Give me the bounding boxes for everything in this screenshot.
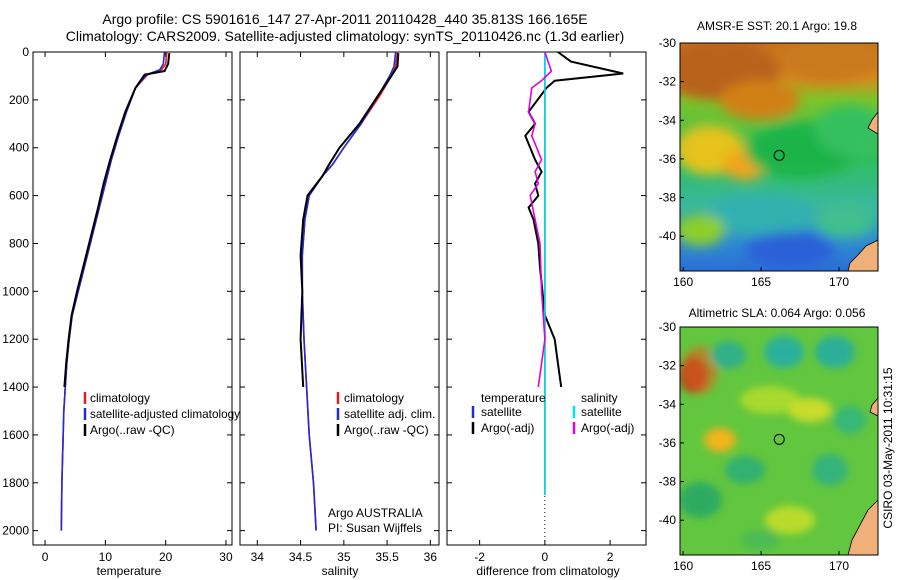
map-y-tick-label: -32 (659, 359, 677, 373)
series-line-satellite-adj-clim (301, 51, 397, 531)
map-x-tick-label: 165 (751, 275, 771, 289)
series-line-salinity-argo-adj (527, 51, 553, 388)
difference-panel: -2 0 2 difference from climatology tempera… (446, 51, 647, 578)
salinity-panel: 34 34.5 35 35.5 36 salinity climatology sate… (239, 51, 440, 578)
x-tick-label: 20 (159, 550, 173, 564)
temperature-lines (60, 51, 171, 531)
salinity-y-ticks (240, 51, 439, 532)
x-tick-label: 0 (42, 550, 49, 564)
y-tick-label: 200 (9, 93, 29, 107)
sla-map-frame (679, 326, 879, 556)
map-y-tick-label: -34 (659, 397, 677, 411)
legend-label-argo: Argo(..raw -QC) (344, 423, 429, 437)
y-tick-label: 800 (9, 236, 29, 250)
salinity-axes-frame (239, 51, 440, 546)
y-tick-label: 400 (9, 141, 29, 155)
legend-label-satellite-adjusted: satellite-adjusted climatology (90, 407, 240, 421)
series-line-argo-raw-qc (299, 53, 400, 388)
temperature-x-ticks: 0 10 20 30 (42, 52, 233, 564)
sst-map-image (680, 43, 878, 271)
salinity-legend: climatology satellite adj. clim. Argo(..… (336, 391, 435, 437)
map-x-tick-label: 160 (673, 559, 693, 573)
y-tick-label: 1800 (2, 476, 29, 490)
difference-lines (524, 51, 624, 495)
temperature-y-ticks: 0 200 400 600 800 1000 1200 1400 1600 1800 2000 (2, 45, 232, 538)
series-line-temperature-argo-adj (524, 51, 624, 388)
series-line-climatology (301, 51, 399, 531)
sla-map-ticks: 160 165 170 -30 -32 -34 -36 -38 -40 (659, 320, 850, 573)
y-tick-label: 0 (22, 45, 29, 59)
map-x-tick-label: 170 (829, 559, 849, 573)
salinity-lines (299, 51, 400, 531)
y-tick-label: 1200 (2, 332, 29, 346)
map-y-tick-label: -30 (659, 36, 677, 50)
map-y-tick-label: -40 (659, 229, 677, 243)
x-tick-label: 10 (99, 550, 113, 564)
map-x-tick-label: 160 (673, 275, 693, 289)
temperature-axes-frame (32, 51, 233, 546)
difference-axes-frame (446, 51, 647, 546)
series-line-argo-raw-qc (63, 53, 171, 388)
difference-xlabel: difference from climatology (476, 564, 619, 578)
legend-label-argo: Argo(..raw -QC) (90, 423, 175, 437)
legend-label-temp-satellite: satellite (481, 405, 522, 419)
sla-float-marker (773, 433, 785, 445)
side-label: CSIRO 03-May-2011 10:31:15 (881, 367, 895, 529)
y-tick-label: 2000 (2, 524, 29, 538)
salinity-x-ticks: 34 34.5 35 35.5 36 (251, 52, 438, 564)
sst-map-ticks: 160 165 170 -30 -32 -34 -36 -38 -40 (659, 36, 850, 289)
map-x-tick-label: 165 (751, 559, 771, 573)
pi-label: PI: Susan Wijffels (328, 521, 422, 535)
sst-map-panel: AMSR-E SST: 20.1 Argo: 19.8 160 165 170 -30… (659, 19, 879, 289)
legend-label-sal-argo: Argo(-adj) (581, 421, 634, 435)
x-tick-label: 34 (251, 550, 265, 564)
legend-header-salinity: salinity (581, 391, 618, 405)
difference-y-ticks (447, 51, 646, 532)
salinity-xlabel: salinity (322, 564, 359, 578)
x-tick-label: 35.5 (375, 550, 399, 564)
map-y-tick-label: -36 (659, 436, 677, 450)
sst-map-frame (679, 42, 879, 272)
x-tick-label: 2 (607, 550, 614, 564)
x-tick-label: 35 (337, 550, 351, 564)
map-y-tick-label: -32 (659, 75, 677, 89)
map-x-tick-label: 170 (829, 275, 849, 289)
y-tick-label: 600 (9, 189, 29, 203)
map-y-tick-label: -36 (659, 152, 677, 166)
sst-map-title: AMSR-E SST: 20.1 Argo: 19.8 (697, 19, 857, 33)
header-line-1: Argo profile: CS 5901616_147 27-Apr-2011… (102, 11, 587, 27)
temperature-xlabel: temperature (97, 564, 162, 578)
temperature-panel: 0 200 400 600 800 1000 1200 1400 1600 1800 2000 0 1… (2, 45, 240, 578)
x-tick-label: 34.5 (289, 550, 313, 564)
legend-header-temperature: temperature (481, 391, 546, 405)
map-y-tick-label: -34 (659, 113, 677, 127)
sst-float-marker (773, 149, 785, 161)
argo-australia-label: Argo AUSTRALIA (328, 506, 423, 520)
y-tick-label: 1400 (2, 380, 29, 394)
y-tick-label: 1000 (2, 284, 29, 298)
sla-map-panel: Altimetric SLA: 0.064 Argo: 0.056 (659, 306, 879, 573)
map-y-tick-label: -40 (659, 513, 677, 527)
x-tick-label: 0 (542, 550, 549, 564)
temperature-legend: climatology satellite-adjusted climatolo… (83, 391, 240, 437)
map-y-tick-label: -30 (659, 320, 677, 334)
y-tick-label: 1600 (2, 428, 29, 442)
legend-label-satellite-adj: satellite adj. clim. (344, 407, 435, 421)
legend-label-sal-satellite: satellite (581, 405, 622, 419)
difference-legend: temperature satellite Argo(-adj) salinit… (471, 391, 634, 435)
x-tick-label: -2 (474, 550, 485, 564)
sla-map-image (680, 327, 878, 555)
header-line-2: Climatology: CARS2009. Satellite-adjuste… (66, 28, 624, 44)
map-y-tick-label: -38 (659, 191, 677, 205)
legend-label-temp-argo: Argo(-adj) (481, 421, 534, 435)
legend-label-climatology: climatology (90, 391, 150, 405)
legend-label-climatology: climatology (344, 391, 404, 405)
x-tick-label: 30 (219, 550, 233, 564)
map-y-tick-label: -38 (659, 475, 677, 489)
x-tick-label: 36 (424, 550, 438, 564)
sla-map-title: Altimetric SLA: 0.064 Argo: 0.056 (689, 306, 866, 320)
